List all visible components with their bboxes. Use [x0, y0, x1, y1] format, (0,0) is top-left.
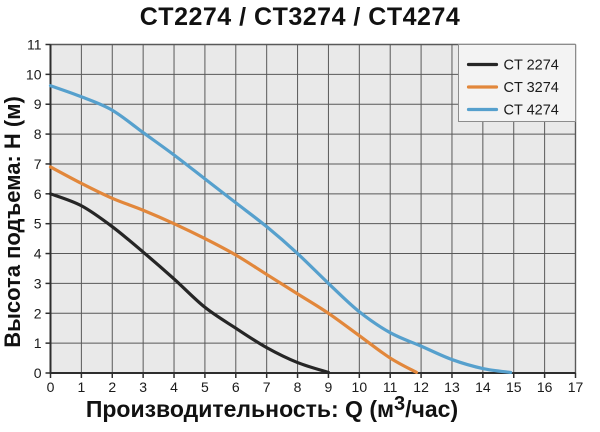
x-tick-label: 11: [383, 379, 398, 395]
y-tick-label: 10: [26, 66, 42, 82]
x-tick-label: 13: [444, 379, 460, 395]
curve-ct-4274: [48, 84, 513, 374]
x-axis-title: Производительность: Q (м3/час): [85, 393, 459, 423]
x-tick-label: 12: [413, 379, 429, 395]
y-tick-label: 4: [34, 246, 42, 262]
legend-label-ct-3274: CT 3274: [504, 80, 559, 96]
x-tick-label: 7: [263, 379, 271, 395]
x-tick-label: 5: [201, 379, 209, 395]
y-tick-label: 7: [34, 156, 42, 172]
x-tick-label: 3: [139, 379, 147, 395]
x-tick-label: 2: [108, 379, 116, 395]
x-tick-label: 16: [537, 379, 553, 395]
y-tick-label: 0: [34, 365, 42, 381]
y-tick-label: 9: [34, 96, 42, 112]
x-axis-title-unit: /час): [405, 396, 459, 422]
x-tick-label: 10: [352, 379, 368, 395]
x-tick-label: 4: [170, 379, 178, 395]
x-tick-label: 6: [232, 379, 240, 395]
legend-label-ct-2274: CT 2274: [504, 58, 559, 74]
x-tick-label: 14: [475, 379, 491, 395]
x-tick-label: 0: [47, 379, 55, 395]
x-tick-label: 17: [568, 379, 584, 395]
curve-ct-3274: [48, 165, 419, 374]
legend-label-ct-4274: CT 4274: [504, 103, 559, 119]
y-tick-label: 1: [34, 335, 42, 351]
y-tick-label: 2: [34, 305, 42, 321]
x-tick-label: 1: [77, 379, 85, 395]
x-tick-label: 9: [325, 379, 333, 395]
y-tick-label: 8: [34, 126, 42, 142]
x-axis-title-superscript: 3: [394, 393, 406, 416]
chart-title: CT2274 / CT3274 / CT4274: [139, 3, 461, 31]
y-tick-label: 11: [27, 37, 42, 53]
x-axis-title-text: Производительность: Q (м: [85, 396, 395, 422]
curve-ct-2274: [48, 192, 331, 374]
x-tick-label: 15: [506, 379, 522, 395]
y-tick-label: 5: [34, 216, 42, 232]
y-tick-label: 6: [34, 186, 42, 202]
y-axis-title: Высота подъема: H (м): [0, 96, 25, 348]
x-tick-label: 8: [294, 379, 302, 395]
y-tick-label: 3: [34, 275, 42, 291]
